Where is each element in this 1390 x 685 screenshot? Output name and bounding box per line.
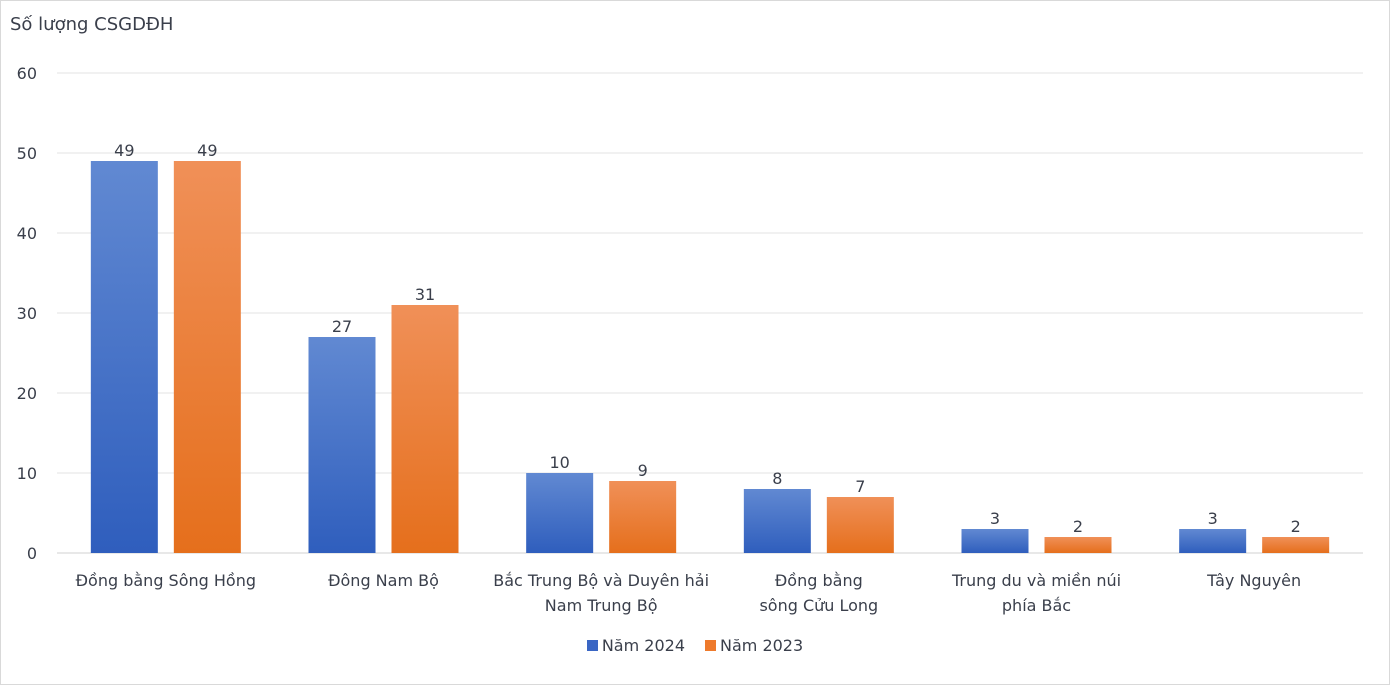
bar-2023	[391, 305, 459, 553]
x-tick-label: phía Bắc	[1002, 596, 1071, 615]
x-tick-label: sông Cửu Long	[759, 596, 878, 615]
y-tick-label: 40	[17, 224, 37, 243]
y-tick-label: 30	[17, 304, 37, 323]
bar-2024	[526, 473, 594, 553]
x-tick-label: Đồng bằng Sông Hồng	[76, 571, 256, 590]
legend-swatch-2023	[705, 640, 716, 651]
x-tick-label: Bắc Trung Bộ và Duyên hải	[493, 571, 709, 590]
data-label: 3	[1208, 509, 1218, 528]
y-tick-label: 0	[27, 544, 37, 563]
y-tick-label: 20	[17, 384, 37, 403]
y-tick-label: 10	[17, 464, 37, 483]
x-tick-label: Tây Nguyên	[1206, 571, 1301, 590]
data-label: 2	[1291, 517, 1301, 536]
legend-item-2024: Năm 2024	[586, 636, 685, 655]
x-tick-label: Trung du và miền núi	[951, 571, 1121, 590]
data-label: 10	[549, 453, 569, 472]
bar-2023	[1262, 537, 1330, 553]
legend-label-2024: Năm 2024	[601, 636, 685, 655]
bar-2024	[90, 161, 158, 553]
data-label: 49	[114, 141, 134, 160]
y-tick-label: 60	[17, 64, 37, 83]
legend-swatch-2024	[586, 640, 598, 651]
data-label: 2	[1073, 517, 1083, 536]
bar-2023	[1044, 537, 1112, 553]
data-label: 9	[638, 461, 648, 480]
data-label: 8	[772, 469, 782, 488]
data-label: 7	[855, 477, 865, 496]
data-label: 3	[990, 509, 1000, 528]
y-tick-label: 50	[17, 144, 37, 163]
x-tick-label: Đồng bằng	[775, 571, 863, 590]
bar-2024	[961, 529, 1029, 553]
bar-2023	[173, 161, 241, 553]
data-label: 49	[197, 141, 217, 160]
x-tick-label: Đông Nam Bộ	[328, 571, 439, 590]
x-tick-label: Nam Trung Bộ	[545, 596, 658, 615]
bar-2023	[609, 481, 677, 553]
legend: Năm 2024 Năm 2023	[0, 636, 1390, 655]
bar-2024	[308, 337, 376, 553]
data-label: 31	[415, 285, 435, 304]
legend-label-2023: Năm 2023	[720, 636, 804, 655]
y-axis-title: Số lượng CSGDĐH	[10, 14, 174, 35]
bar-2024	[743, 489, 811, 553]
bar-2023	[826, 497, 894, 553]
bar-2024	[1179, 529, 1247, 553]
data-label: 27	[332, 317, 352, 336]
legend-item-2023: Năm 2023	[705, 636, 803, 655]
